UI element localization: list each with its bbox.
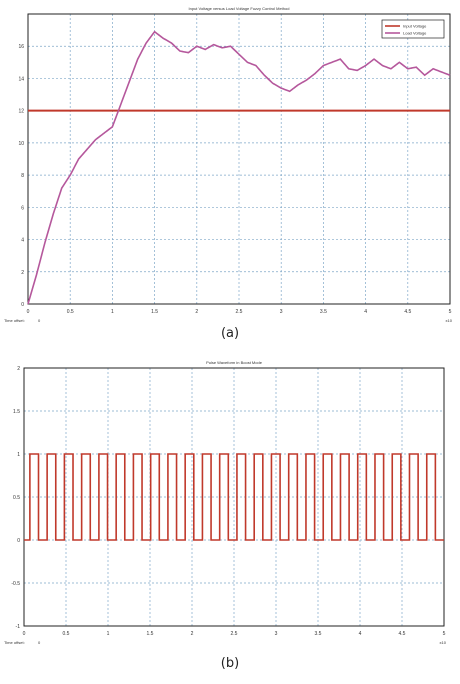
y-tick-label: 1 xyxy=(17,452,20,458)
y-tick-label: 4 xyxy=(21,238,24,244)
x-tick-label: 1 xyxy=(107,631,110,637)
y-tick-label: 2 xyxy=(21,270,24,276)
x-tick-label: 4.5 xyxy=(404,309,411,315)
x-tick-label: 4 xyxy=(359,631,362,637)
caption-b: (b) xyxy=(220,656,240,671)
caption-a: (a) xyxy=(220,326,240,341)
y-tick-label: 16 xyxy=(18,44,24,50)
x-tick-label: 3 xyxy=(275,631,278,637)
x-exponent-label: x10 xyxy=(440,640,447,645)
legend-label: Load Voltage xyxy=(403,31,427,36)
x-tick-label: 4 xyxy=(364,309,367,315)
chart-panel-b: Pulse Waveform in Boost Mode 0 0.5 1 1.5 2 2.5… xyxy=(0,346,460,679)
y-tick-label: 12 xyxy=(18,109,24,115)
pulse-chart-svg: Pulse Waveform in Boost Mode 0 0.5 1 1.5 2 2.5… xyxy=(4,360,447,645)
x-tick-label: 1.5 xyxy=(151,309,158,315)
y-tick-label: 8 xyxy=(21,173,24,179)
time-offset-label: Time offset: xyxy=(4,318,25,323)
x-tick-label: 0.5 xyxy=(63,631,70,637)
x-tick-label: 2 xyxy=(195,309,198,315)
time-offset-value: 0 xyxy=(38,318,41,323)
x-tick-label: 3.5 xyxy=(320,309,327,315)
plot-frame xyxy=(27,13,451,305)
y-tick-label: 10 xyxy=(18,141,24,147)
x-tick-label: 0 xyxy=(23,631,26,637)
x-tick-label: 3.5 xyxy=(315,631,322,637)
y-tick-label: 14 xyxy=(18,76,24,82)
y-tick-label: 0.5 xyxy=(13,495,20,501)
y-tick-label: 0 xyxy=(21,302,24,308)
chart-title: Pulse Waveform in Boost Mode xyxy=(206,360,263,365)
time-offset-label: Time offset: xyxy=(4,640,25,645)
x-tick-label: 0 xyxy=(27,309,30,315)
x-tick-label: 4.5 xyxy=(399,631,406,637)
legend: Input Voltage Load Voltage xyxy=(381,19,445,39)
time-offset-value: 0 xyxy=(38,640,41,645)
x-tick-label: 2 xyxy=(191,631,194,637)
x-tick-label: 5 xyxy=(443,631,446,637)
chart-panel-a: Input Voltage versus Load Voltage Fuzzy … xyxy=(0,0,460,340)
x-tick-label: 2.5 xyxy=(236,309,243,315)
voltage-chart-svg: Input Voltage versus Load Voltage Fuzzy … xyxy=(4,6,453,323)
x-tick-label: 0.5 xyxy=(67,309,74,315)
x-tick-label: 1.5 xyxy=(147,631,154,637)
series-line-1 xyxy=(27,30,451,305)
x-tick-label: 1 xyxy=(111,309,114,315)
x-tick-label: 5 xyxy=(449,309,452,315)
y-tick-label: 2 xyxy=(17,366,20,372)
y-tick-label: 6 xyxy=(21,205,24,211)
y-tick-label: 1.5 xyxy=(13,409,20,415)
x-exponent-label: x10 xyxy=(446,318,453,323)
x-tick-label: 3 xyxy=(280,309,283,315)
series-line-0 xyxy=(24,453,444,541)
chart-title: Input Voltage versus Load Voltage Fuzzy … xyxy=(189,6,290,11)
y-tick-label: -0.5 xyxy=(11,581,20,587)
x-tick-label: 2.5 xyxy=(231,631,238,637)
legend-label: Input Voltage xyxy=(403,24,427,29)
y-tick-label: -1 xyxy=(16,624,21,630)
plot-frame xyxy=(23,367,445,627)
y-tick-label: 0 xyxy=(17,538,20,544)
